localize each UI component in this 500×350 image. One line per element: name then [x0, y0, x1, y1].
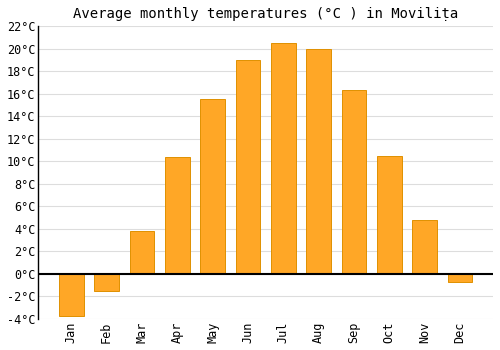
- Bar: [342, 90, 366, 274]
- Bar: [377, 156, 402, 274]
- Bar: [448, 274, 472, 282]
- Title: Average monthly temperatures (°C ) in Moviliṭa: Average monthly temperatures (°C ) in Mo…: [73, 7, 458, 21]
- Bar: [130, 231, 154, 274]
- Bar: [200, 99, 225, 274]
- Bar: [412, 220, 437, 274]
- Bar: [165, 157, 190, 274]
- Bar: [236, 60, 260, 274]
- Bar: [306, 49, 331, 274]
- Bar: [59, 274, 84, 316]
- Bar: [94, 274, 119, 291]
- Bar: [271, 43, 295, 274]
